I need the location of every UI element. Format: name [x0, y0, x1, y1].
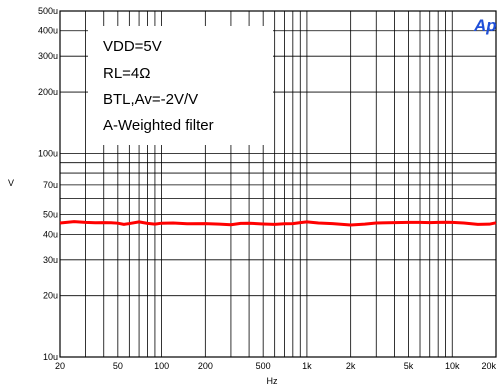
plot-frame [59, 10, 497, 358]
annotation-filter: A-Weighted filter [103, 117, 214, 134]
annotation-box-background [88, 26, 273, 145]
x-tick-label: 200 [198, 361, 213, 371]
x-tick-label: 100 [154, 361, 169, 371]
x-tick-label: 10k [445, 361, 460, 371]
annotation-btl-gain: BTL,Av=-2V/V [103, 91, 198, 108]
x-tick-label: 500 [256, 361, 271, 371]
y-tick-label: 400u [38, 26, 58, 36]
plot-border [59, 10, 497, 358]
y-tick-label: 70u [43, 180, 58, 190]
y-tick-label: 300u [38, 51, 58, 61]
y-tick-label: 10u [43, 352, 58, 362]
y-axis-label: V [8, 178, 14, 188]
x-tick-label: 20k [481, 361, 496, 371]
y-tick-label: 30u [43, 255, 58, 265]
annotation-rl: RL=4Ω [103, 65, 151, 82]
x-axis-label: Hz [267, 376, 278, 386]
y-tick-label: 50u [43, 210, 58, 220]
y-tick-label: 20u [43, 291, 58, 301]
x-tick-label: 2k [346, 361, 356, 371]
x-tick-label: 5k [404, 361, 414, 371]
audio-precision-logo: Ap [473, 16, 497, 35]
annotation-box: VDD=5V RL=4Ω BTL,Av=-2V/V A-Weighted fil… [88, 26, 273, 145]
x-tick-label: 50 [113, 361, 123, 371]
y-tick-label: 200u [38, 87, 58, 97]
y-tick-label: 40u [43, 229, 58, 239]
x-tick-label: 20 [55, 361, 65, 371]
y-tick-labels: 10u 20u 30u 40u 50u 70u 100u 200u 300u 400u 500u [38, 6, 58, 362]
x-tick-labels: 20 50 100 200 500 1k 2k 5k 10k 20k [55, 361, 497, 371]
y-tick-label: 500u [38, 6, 58, 16]
series-line [59, 220, 497, 227]
y-tick-label: 100u [38, 148, 58, 158]
x-tick-label: 1k [302, 361, 312, 371]
annotation-vdd: VDD=5V [103, 38, 162, 55]
series-layer [59, 220, 497, 227]
